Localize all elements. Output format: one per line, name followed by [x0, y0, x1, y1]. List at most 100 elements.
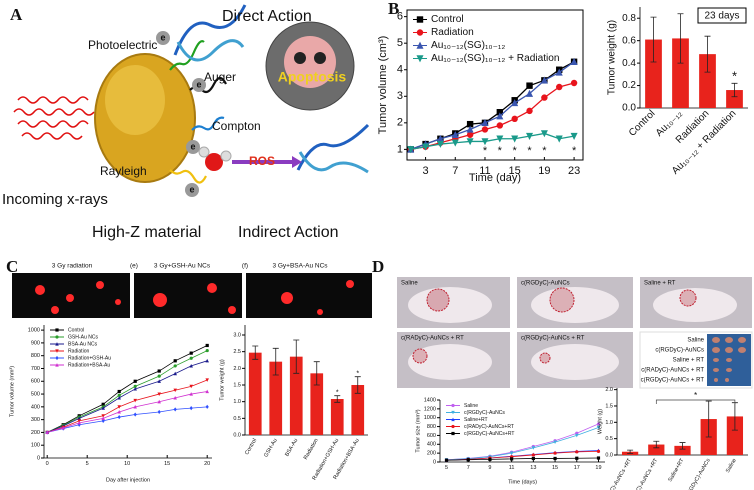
- y-tick-label: 0.8: [622, 13, 636, 24]
- legend-marker: [416, 29, 424, 36]
- y-tick-label: 0.0: [233, 432, 241, 438]
- marker: [189, 364, 193, 368]
- image-label: (f): [242, 263, 248, 270]
- bar: [310, 373, 324, 435]
- x-ray-waves: [13, 96, 95, 140]
- marker: [509, 451, 514, 456]
- marker: [570, 79, 578, 87]
- marker: [444, 458, 449, 462]
- diagram-label: Direct Action: [222, 8, 312, 25]
- marker: [189, 351, 193, 355]
- marker: [189, 356, 193, 360]
- marker: [189, 392, 193, 396]
- marker: [575, 450, 579, 454]
- error-bar: [679, 442, 686, 450]
- x-tick-label: 7: [452, 165, 458, 177]
- significance-mark: *: [483, 145, 488, 157]
- legend-label: Control: [68, 327, 84, 333]
- significance-mark: *: [732, 69, 737, 84]
- marker: [77, 420, 81, 425]
- marker: [451, 130, 459, 138]
- micrograph: [246, 273, 372, 318]
- panel-a: A e e e e Apo: [2, 4, 370, 241]
- legend-label: GSH-Au NCs: [68, 334, 98, 340]
- legend-label: c(RGDyC)-AuNCs: [464, 410, 505, 416]
- marker: [488, 457, 492, 461]
- image-label: 3 Gy+BSA-Au NCs: [272, 263, 328, 270]
- x-tick-label: 17: [574, 465, 580, 471]
- error-bar: [650, 16, 657, 63]
- y-axis-label: Weight (g): [597, 409, 603, 434]
- series-line: [47, 345, 208, 433]
- marker: [133, 404, 137, 409]
- significance-bracket: [655, 399, 736, 404]
- marker: [101, 414, 105, 418]
- bar: [648, 444, 665, 455]
- legend-marker: [416, 16, 424, 23]
- series-line: [410, 82, 575, 151]
- image-label: (e): [130, 263, 138, 270]
- legend-marker: [451, 403, 455, 408]
- marker: [541, 94, 548, 101]
- series-line: [410, 132, 575, 151]
- bar: [699, 54, 716, 108]
- x-axis-label: Day after injection: [106, 477, 150, 483]
- legend-label: c(RGDyC)-AuNCs+RT: [464, 431, 515, 437]
- legend-marker: [55, 355, 59, 361]
- marker: [526, 107, 533, 115]
- marker: [570, 57, 578, 65]
- plot-frame: [406, 9, 584, 161]
- x-tick-label: Saline+RT: [667, 457, 685, 483]
- y-tick-label: 1000: [424, 415, 436, 421]
- photo-label: c(RADyC)-AuNCs + RT: [401, 336, 464, 342]
- marker: [496, 135, 504, 143]
- y-axis-label: Tumor volume (cm³): [377, 36, 389, 135]
- x-tick-label: 11: [479, 165, 490, 177]
- marker: [189, 384, 193, 389]
- marker: [575, 433, 579, 438]
- bar: [726, 416, 744, 455]
- marker: [481, 118, 489, 127]
- marker: [496, 122, 504, 129]
- marker: [553, 440, 557, 444]
- marker: [205, 343, 209, 348]
- x-tick-label: Radiation: [303, 438, 320, 461]
- marker: [157, 374, 161, 378]
- bar: [726, 90, 743, 108]
- x-tick-label: 5: [445, 465, 448, 471]
- series-line: [47, 350, 208, 433]
- significance-mark: *: [542, 145, 547, 157]
- marker: [189, 406, 193, 411]
- legend-label: Saline: [464, 403, 478, 409]
- marker: [157, 369, 161, 373]
- error-bar: [653, 440, 660, 449]
- marker: [596, 425, 601, 430]
- axes: [244, 325, 368, 436]
- tumor-legend-label: c(RGDyC)-AuNCs: [655, 348, 704, 354]
- marker: [466, 131, 474, 138]
- marker: [205, 378, 209, 382]
- significance-mark: *: [572, 145, 577, 157]
- x-tick-label: c(RGDyC)-AuNCs: [684, 458, 712, 490]
- y-tick-label: 0.0: [605, 452, 613, 458]
- marker: [596, 456, 601, 460]
- marker: [511, 115, 518, 123]
- y-tick-label: 400: [427, 442, 436, 448]
- diagram-label: Auger: [204, 70, 236, 84]
- series-line: [446, 427, 599, 461]
- marker: [45, 430, 49, 435]
- legend-marker: [55, 328, 59, 332]
- marker: [553, 451, 557, 455]
- bar: [269, 361, 283, 435]
- y-tick-label: 3.0: [233, 332, 241, 338]
- marker: [133, 384, 137, 388]
- dna-bottom: [296, 123, 370, 174]
- legend-marker: [416, 55, 424, 63]
- axes: [43, 325, 212, 459]
- marker: [511, 99, 519, 107]
- marker: [596, 449, 601, 453]
- legend-marker: [451, 424, 455, 429]
- y-tick-label: 700: [31, 366, 40, 372]
- image-label: 3 Gy radiation: [52, 263, 93, 270]
- electron-label: e: [196, 79, 201, 89]
